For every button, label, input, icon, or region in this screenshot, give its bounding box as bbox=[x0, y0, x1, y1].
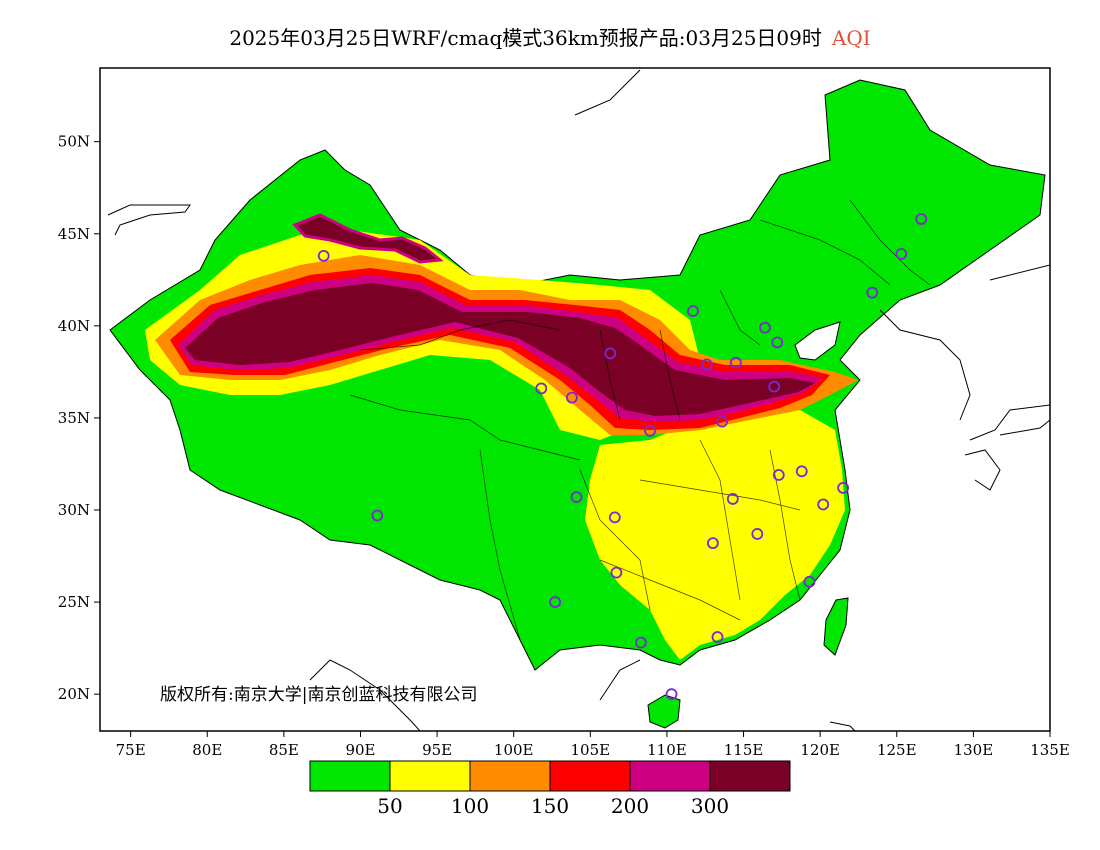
station-marker bbox=[771, 336, 784, 349]
colorbar-swatch bbox=[709, 760, 791, 792]
station-marker bbox=[772, 469, 785, 481]
station-marker bbox=[687, 305, 699, 318]
colorbar-label: 200 bbox=[611, 794, 649, 818]
bohai-sea bbox=[794, 321, 841, 361]
aqi-colorbar: 50 100 150 200 300 bbox=[309, 760, 791, 818]
lat-label: 25N bbox=[58, 593, 90, 611]
station-marker bbox=[644, 424, 656, 437]
aqi-hazardous-north bbox=[292, 213, 444, 264]
map-content bbox=[107, 69, 1050, 731]
station-markers bbox=[317, 213, 928, 701]
station-marker bbox=[535, 382, 548, 395]
map-title: 2025年03月25日WRF/cmaq模式36km预报产品:03月25日09时 A… bbox=[0, 22, 1100, 51]
colorbar-label: 300 bbox=[691, 794, 729, 818]
colorbar-swatch bbox=[549, 760, 631, 792]
lon-label: 80E bbox=[192, 741, 222, 759]
station-marker bbox=[317, 249, 330, 262]
lon-label: 135E bbox=[1030, 741, 1070, 759]
station-marker bbox=[700, 358, 713, 371]
lat-label: 40N bbox=[58, 317, 90, 335]
station-marker bbox=[915, 213, 928, 225]
title-variable: AQI bbox=[831, 26, 871, 50]
colorbar-label: 150 bbox=[531, 794, 569, 818]
station-marker bbox=[729, 356, 742, 369]
station-marker bbox=[711, 631, 724, 643]
lon-label: 125E bbox=[877, 741, 917, 759]
aqi-hazardous bbox=[185, 283, 815, 416]
station-marker bbox=[665, 688, 678, 701]
lat-label: 20N bbox=[58, 685, 90, 703]
station-marker bbox=[604, 347, 617, 360]
lat-label: 50N bbox=[58, 133, 90, 151]
colorbar-swatch bbox=[469, 760, 551, 792]
taiwan-region bbox=[823, 597, 849, 656]
longitude-axis: 75E 80E 85E 90E 95E 100E 105E 110E 115E 120E 125E 1… bbox=[116, 731, 1070, 759]
hainan-region bbox=[647, 694, 681, 729]
lon-label: 75E bbox=[116, 741, 146, 759]
lon-label: 85E bbox=[269, 741, 299, 759]
latitude-axis: 50N 45N 40N 35N 30N 25N 20N bbox=[58, 133, 100, 703]
neighbor-coastlines bbox=[107, 69, 1050, 731]
title-main: 2025年03月25日WRF/cmaq模式36km预报产品:03月25日09时 bbox=[229, 26, 822, 50]
lon-label: 115E bbox=[724, 741, 764, 759]
lon-label: 100E bbox=[494, 741, 534, 759]
station-marker bbox=[803, 575, 816, 588]
copyright-text: 版权所有:南京大学|南京创蓝科技有限公司 bbox=[160, 685, 478, 705]
colorbar-swatch bbox=[309, 760, 391, 792]
station-marker bbox=[817, 498, 830, 511]
station-marker bbox=[570, 491, 583, 504]
lon-label: 90E bbox=[345, 741, 375, 759]
colorbar-label: 50 bbox=[377, 794, 402, 818]
colorbar-swatch bbox=[389, 760, 471, 792]
station-marker bbox=[895, 248, 908, 260]
station-marker bbox=[759, 321, 771, 334]
map-frame bbox=[99, 67, 1051, 732]
aqi-moderate-east bbox=[585, 410, 845, 660]
lon-label: 95E bbox=[422, 741, 452, 759]
station-marker bbox=[610, 566, 623, 579]
station-marker bbox=[716, 415, 728, 428]
station-marker bbox=[549, 596, 561, 608]
station-marker bbox=[634, 636, 647, 649]
station-marker bbox=[751, 528, 764, 540]
station-marker bbox=[795, 465, 808, 478]
lat-label: 35N bbox=[58, 409, 90, 427]
station-marker bbox=[566, 391, 578, 404]
station-marker bbox=[371, 509, 384, 522]
colorbar-label: 100 bbox=[451, 794, 489, 818]
lon-label: 110E bbox=[647, 741, 687, 759]
station-marker bbox=[837, 481, 850, 494]
lon-label: 105E bbox=[571, 741, 611, 759]
lon-label: 130E bbox=[954, 741, 994, 759]
lat-label: 30N bbox=[58, 501, 90, 519]
province-borders bbox=[349, 199, 931, 641]
station-marker bbox=[707, 537, 719, 550]
station-marker bbox=[608, 511, 621, 524]
station-marker bbox=[726, 493, 739, 505]
station-marker bbox=[768, 380, 781, 393]
lat-label: 45N bbox=[58, 225, 90, 243]
lon-label: 120E bbox=[800, 741, 840, 759]
station-marker bbox=[866, 286, 879, 299]
colorbar-swatch bbox=[629, 760, 711, 792]
